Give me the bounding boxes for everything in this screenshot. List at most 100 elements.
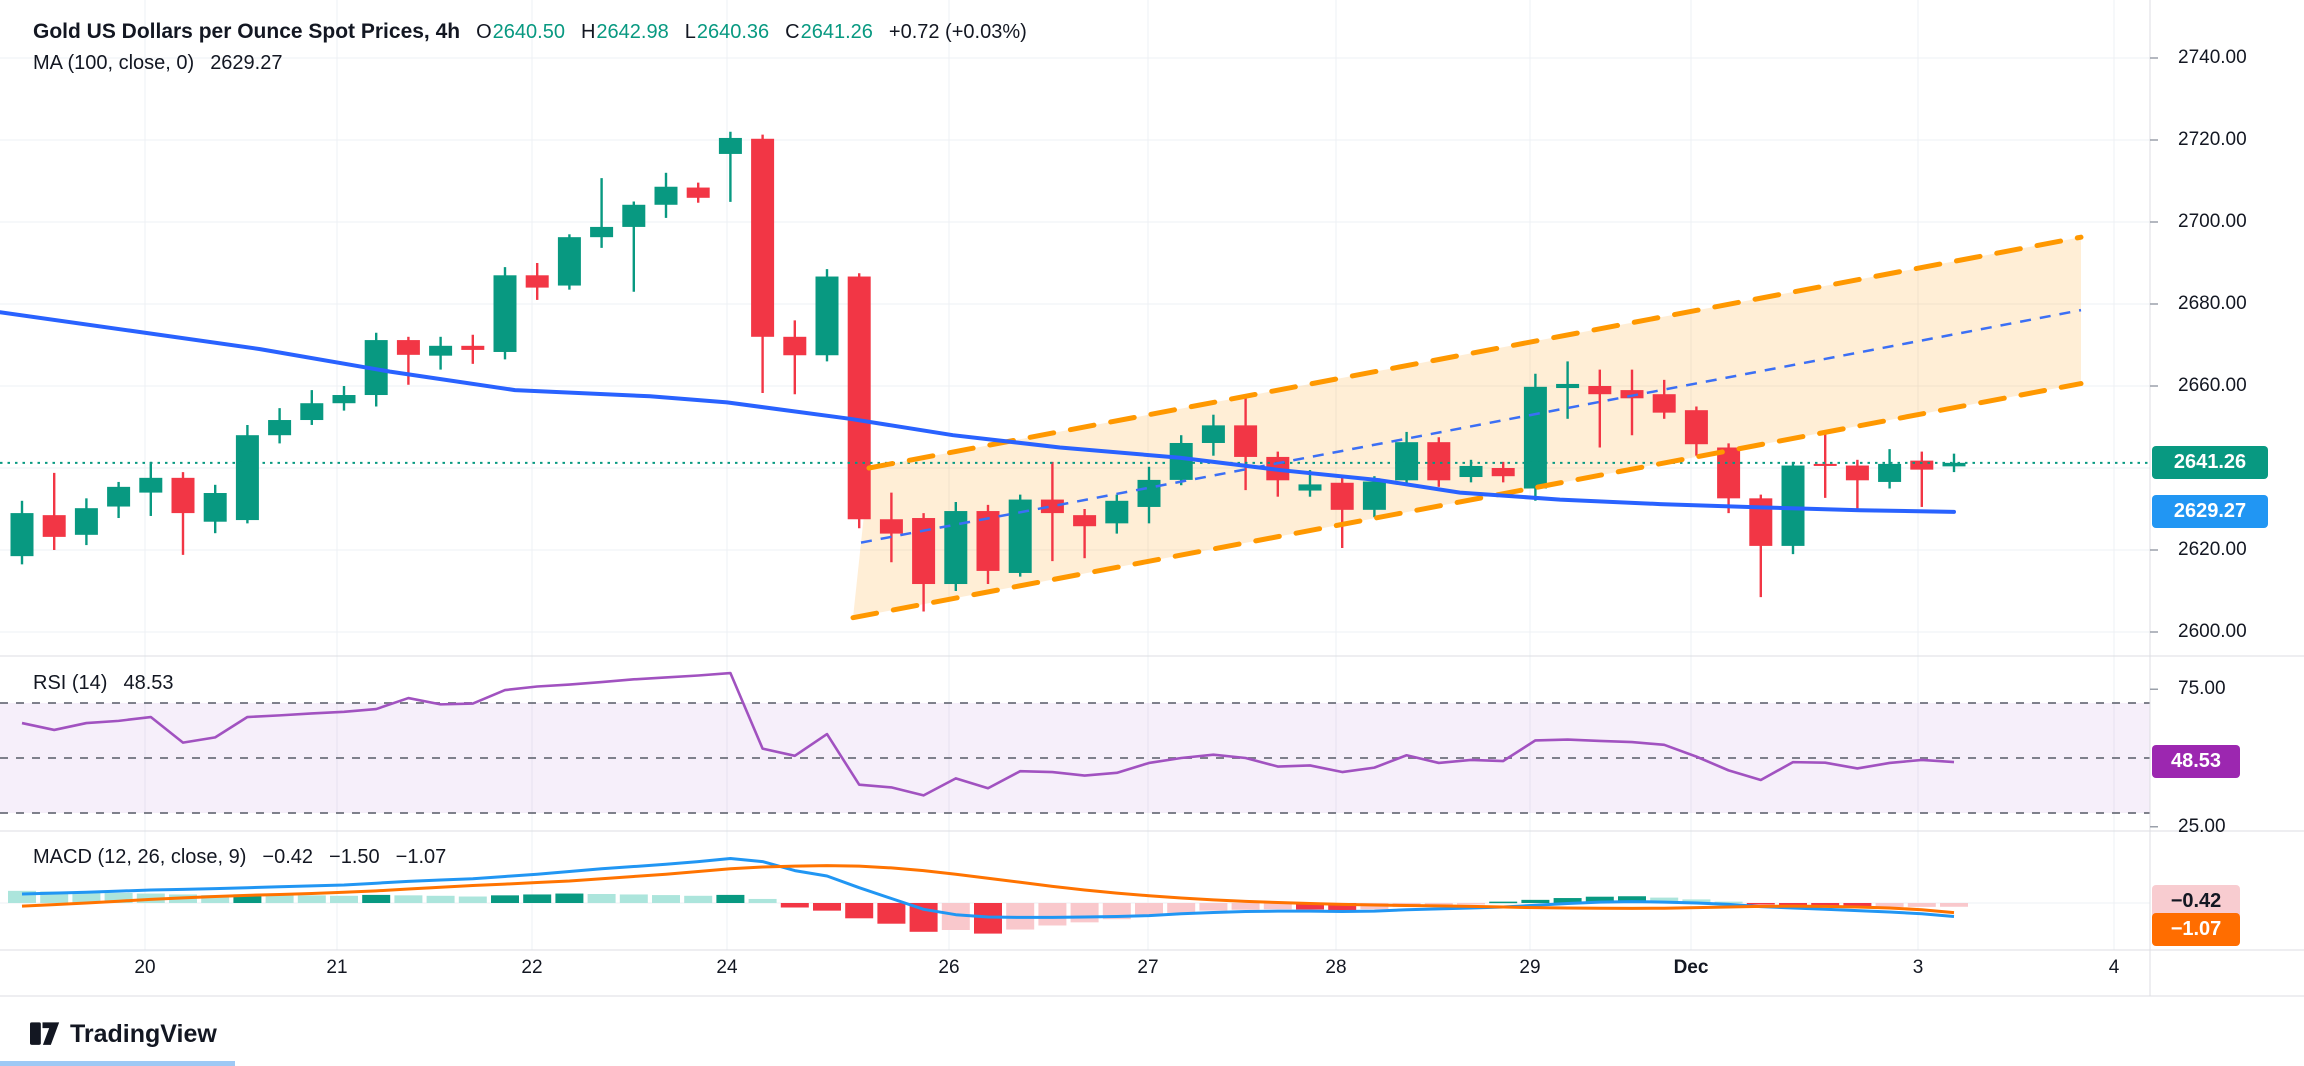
macd-histogram-bar	[426, 895, 455, 903]
macd-histogram-bar	[1231, 903, 1260, 910]
candle-body	[429, 345, 453, 356]
rsi-legend[interactable]: RSI (14) 48.53	[33, 672, 174, 695]
ma-value-badge: 2629.27	[2152, 495, 2268, 528]
macd-histogram-bar	[1135, 903, 1163, 917]
macd-histogram-bar	[813, 903, 841, 911]
candle-body	[1137, 479, 1161, 507]
candle-body	[107, 486, 131, 507]
macd-histogram-bar	[233, 894, 262, 903]
ma-value: 2629.27	[210, 52, 283, 74]
candle-body	[1491, 468, 1515, 477]
candle-body	[1459, 465, 1483, 478]
macd-histogram-bar	[1521, 899, 1550, 903]
candle-body	[1073, 515, 1097, 527]
price-axis-label: 2620.00	[2178, 539, 2247, 560]
ma100-line	[0, 310, 1956, 514]
candle-body	[912, 518, 936, 585]
candle-body	[1008, 499, 1032, 573]
macd-histogram-bar	[1070, 903, 1099, 923]
price-change: +0.72 (+0.03%)	[888, 21, 1027, 43]
macd-histogram-bar	[716, 894, 745, 903]
symbol-legend[interactable]: Gold US Dollars per Ounce Spot Prices, 4…	[33, 20, 1027, 44]
trend-channel-fill	[853, 237, 2081, 618]
macd-histogram-bar	[265, 894, 294, 903]
candle-body	[718, 137, 742, 154]
trend-channel-upper	[866, 234, 2084, 471]
macd-hist-value: −0.42	[262, 846, 314, 868]
macd-histogram-bar	[780, 903, 809, 908]
macd-histogram-bar	[1585, 896, 1614, 903]
candle-body	[1201, 425, 1225, 443]
candle-body	[783, 336, 807, 356]
tradingview-logo[interactable]: TradingView	[30, 1019, 217, 1049]
candle-body	[171, 477, 195, 514]
macd-pane	[8, 856, 1968, 934]
candle-body	[751, 138, 775, 337]
macd-histogram-bar	[1940, 903, 1968, 907]
ohlc-close: C2641.26	[785, 21, 873, 43]
tradingview-brand-text: TradingView	[70, 1019, 217, 1048]
candle-body	[332, 395, 356, 404]
macd-legend[interactable]: MACD (12, 26, close, 9) −0.42 −1.50 −1.0…	[33, 846, 446, 869]
ma-legend[interactable]: MA (100, close, 0) 2629.27	[33, 52, 282, 75]
rsi-value: 48.53	[123, 672, 174, 694]
macd-histogram-bar	[1263, 903, 1292, 910]
macd-histogram-bar	[523, 894, 552, 903]
candle-body	[1878, 463, 1902, 482]
candle-body	[1330, 482, 1354, 510]
bottom-loading-strip	[0, 1061, 235, 1066]
candle-body	[1427, 442, 1451, 481]
candle-body	[622, 204, 646, 227]
candle-body	[590, 226, 614, 238]
macd-line	[21, 856, 1955, 919]
rsi-axis-label: 75.00	[2178, 678, 2226, 700]
rsi-pane	[0, 671, 2150, 814]
macd-histogram-bar	[458, 896, 487, 903]
candle-body	[139, 477, 163, 493]
candle-body	[1588, 386, 1612, 395]
time-axis-label: 22	[521, 957, 543, 978]
macd-histogram-bar	[652, 895, 680, 903]
candle-body	[235, 435, 259, 521]
macd-histogram-bar	[748, 898, 777, 903]
rsi-value-badge: 48.53	[2152, 745, 2240, 778]
candle-body	[1717, 447, 1741, 499]
macd-histogram-bar	[1843, 903, 1872, 908]
macd-histogram-bar	[684, 895, 713, 903]
symbol-title: Gold US Dollars per Ounce Spot Prices, 4…	[33, 20, 461, 43]
macd-histogram-bar	[201, 895, 230, 903]
macd-signal-line	[21, 864, 1955, 915]
candle-body	[1234, 425, 1258, 457]
macd-histogram-bar	[587, 894, 616, 903]
candle-body	[300, 403, 324, 421]
candle-body	[976, 511, 1000, 571]
candle-body	[879, 519, 903, 534]
ohlc-low: L2640.36	[684, 21, 770, 43]
macd-histogram-bar	[1714, 901, 1743, 904]
macd-histogram-bar	[297, 895, 326, 903]
candle-body	[10, 513, 34, 557]
macd-histogram-bar	[1489, 901, 1518, 904]
macd-line-value: −1.50	[329, 846, 380, 868]
candle-body	[1040, 499, 1064, 514]
macd-histogram-bar	[1779, 903, 1807, 906]
candle-body	[1169, 442, 1193, 480]
macd-histogram-bar	[1296, 903, 1324, 910]
main-price-pane	[0, 131, 2150, 621]
rsi-label: RSI (14)	[33, 672, 108, 694]
candle-body	[1523, 386, 1547, 489]
last-price-badge: 2641.26	[2152, 446, 2268, 479]
candle-body	[493, 275, 517, 352]
trend-channel-midline	[860, 308, 2082, 544]
macd-histogram-bar	[1618, 896, 1646, 903]
candle-body	[396, 340, 420, 355]
candle-body	[203, 493, 227, 522]
time-axis-label: Dec	[1673, 957, 1709, 978]
time-axis-label: 20	[134, 957, 156, 978]
time-axis-label: 21	[326, 957, 348, 978]
macd-histogram-bar	[1682, 899, 1711, 903]
candle-body	[1942, 462, 1966, 467]
candle-body	[74, 508, 98, 535]
